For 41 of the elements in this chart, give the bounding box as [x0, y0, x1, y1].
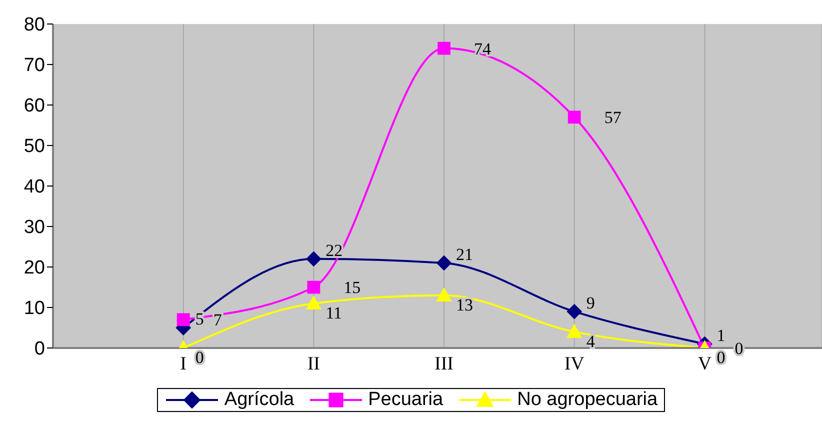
y-tick-label: 40	[24, 176, 45, 198]
y-tick-label: 30	[24, 217, 45, 238]
data-label: 7	[213, 310, 222, 330]
data-label: 1	[716, 326, 726, 345]
data-label: 57	[604, 108, 622, 128]
point	[566, 324, 582, 338]
point	[176, 313, 190, 326]
y-tick-label: 20	[24, 258, 45, 279]
x-tick-label: V	[698, 353, 712, 374]
point	[568, 110, 581, 124]
point	[306, 296, 322, 310]
data-label: 21	[456, 244, 474, 264]
data-label: 0	[734, 338, 744, 358]
data-label: 15	[344, 278, 361, 298]
point	[307, 280, 320, 294]
x-tick-label: IV	[564, 353, 585, 374]
y-tick-label: 10	[24, 298, 45, 320]
legend-label: No agropecuaria	[517, 389, 658, 411]
data-label: 4	[586, 332, 596, 351]
data-label: 0	[716, 348, 726, 367]
legend-label: Agrícola	[224, 389, 294, 411]
y-tick-label: 0	[34, 338, 45, 360]
data-label: 0	[195, 348, 204, 367]
point	[306, 251, 322, 266]
data-label: 22	[326, 240, 343, 260]
data-label: 74	[474, 39, 492, 58]
point	[566, 304, 582, 320]
y-tick-label: 60	[24, 96, 45, 117]
y-tick-label: 80	[24, 14, 45, 36]
x-tick-label: II	[307, 353, 320, 374]
legend-label: Pecuaria	[368, 389, 444, 411]
data-label: 9	[586, 294, 595, 312]
x-tick-label: I	[180, 353, 187, 374]
x-tick-label: III	[434, 353, 454, 374]
data-label: 11	[326, 303, 342, 322]
y-tick-label: 50	[24, 136, 45, 158]
y-tick-label: 70	[24, 55, 45, 76]
data-label: 13	[456, 295, 474, 314]
point	[436, 288, 452, 302]
point	[436, 255, 452, 270]
point	[438, 42, 450, 55]
